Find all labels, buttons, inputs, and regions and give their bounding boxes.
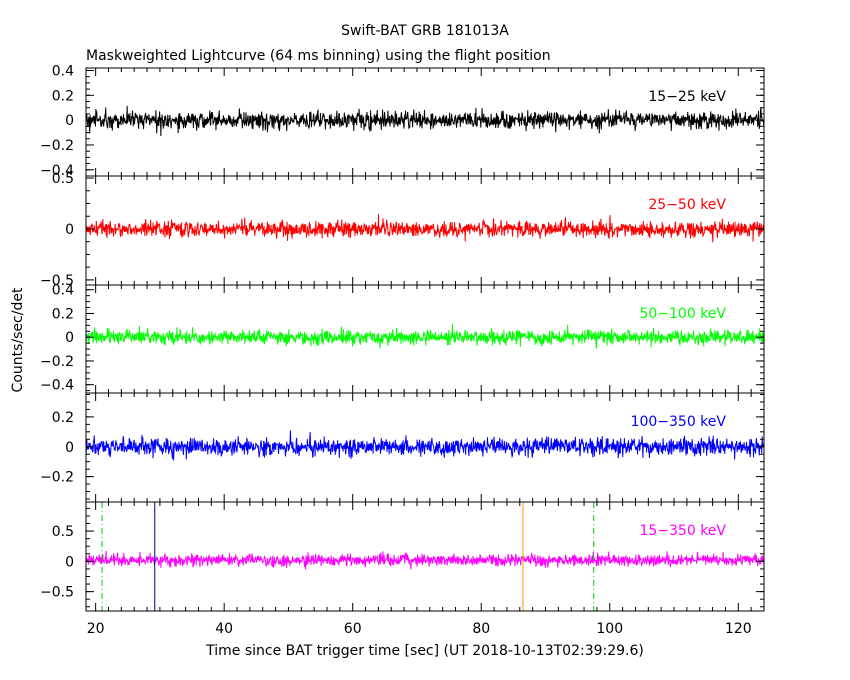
y-tick-label: 0.5 bbox=[52, 524, 74, 540]
y-tick-label: −0.2 bbox=[40, 138, 74, 154]
y-tick-label: −0.5 bbox=[40, 273, 74, 289]
chart-title: Swift-BAT GRB 181013A bbox=[341, 23, 509, 39]
panel-label: 100−350 keV bbox=[631, 414, 727, 430]
y-tick-label: 0.4 bbox=[52, 283, 74, 299]
y-tick-label: 0.2 bbox=[52, 410, 74, 426]
panel-3: −0.4 −0.2 0 0.2 0.4 50−100 keV bbox=[40, 283, 765, 394]
series-line-2 bbox=[86, 214, 764, 243]
y-axis-label: Counts/sec/det bbox=[10, 287, 26, 392]
x-tick-label: 40 bbox=[215, 621, 233, 637]
panel-2: −0.5 0 0.5 25−50 keV bbox=[40, 171, 765, 289]
x-tick-label: 20 bbox=[87, 621, 105, 637]
y-tick-label: −0.2 bbox=[40, 470, 74, 486]
panels-group: −0.4 −0.2 0 0.2 0.4 15−25 keV −0.5 0 0.5 25−50 ke… bbox=[40, 63, 765, 637]
y-tick-label: 0 bbox=[65, 330, 74, 346]
series-line-1 bbox=[86, 105, 764, 136]
y-tick-label: 0 bbox=[65, 554, 74, 570]
chart-subtitle: Maskweighted Lightcurve (64 ms binning) … bbox=[86, 48, 551, 64]
y-tick-label: 0 bbox=[65, 440, 74, 456]
y-tick-label: 0 bbox=[65, 222, 74, 238]
y-tick-label: −0.5 bbox=[40, 585, 74, 601]
y-tick-label: 0.4 bbox=[52, 63, 74, 79]
y-tick-label: −0.4 bbox=[40, 163, 74, 179]
panel-5: −0.5 0 0.5 15−350 keV bbox=[40, 501, 765, 612]
x-tick-label: 100 bbox=[596, 621, 623, 637]
panel-label: 50−100 keV bbox=[639, 306, 726, 322]
y-tick-label: 0 bbox=[65, 113, 74, 129]
x-tick-label: 60 bbox=[344, 621, 362, 637]
panel-label: 25−50 keV bbox=[648, 197, 726, 213]
y-tick-label: 0.5 bbox=[52, 171, 74, 187]
panel-4: −0.2 0 0.2 100−350 keV bbox=[40, 392, 765, 503]
x-tick-label: 120 bbox=[725, 621, 752, 637]
x-axis-label: Time since BAT trigger time [sec] (UT 20… bbox=[205, 643, 644, 659]
panel-label: 15−25 keV bbox=[648, 89, 726, 105]
series-line-4 bbox=[86, 430, 764, 461]
series-line-5 bbox=[86, 551, 764, 570]
y-tick-label: −0.4 bbox=[40, 378, 74, 394]
panel-frame bbox=[85, 501, 765, 612]
y-tick-label: −0.2 bbox=[40, 354, 74, 370]
x-tick-label: 80 bbox=[472, 621, 490, 637]
y-tick-label: 0.2 bbox=[52, 88, 74, 104]
panel-label: 15−350 keV bbox=[639, 523, 726, 539]
panel-1: −0.4 −0.2 0 0.2 0.4 15−25 keV bbox=[40, 63, 765, 179]
y-tick-label: 0.2 bbox=[52, 306, 74, 322]
series-line-3 bbox=[86, 323, 764, 349]
